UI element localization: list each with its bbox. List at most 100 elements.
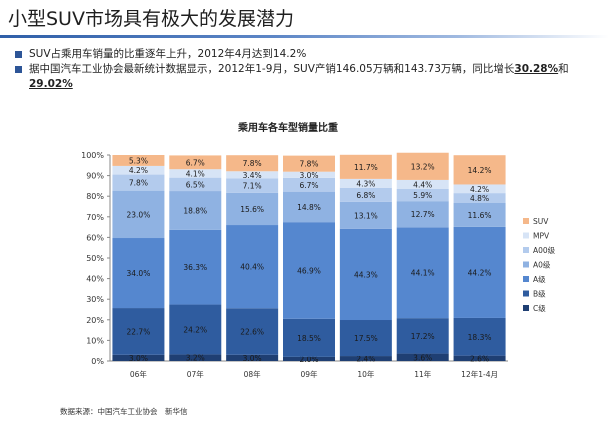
bar-segment [169,304,222,355]
y-tick-label: 60% [86,233,104,242]
bar-segment [339,320,392,357]
legend-label: MPV [533,232,550,241]
data-label: 23.0% [127,210,151,219]
bar-segment [339,187,392,202]
data-label: 6.5% [186,180,205,189]
bar-segment [169,155,222,170]
bar-segment [339,228,392,321]
bar-segment [226,192,279,226]
data-label: 2.0% [299,355,318,364]
data-label: 2.4% [356,355,375,364]
x-tick-label: 11年 [414,369,432,379]
data-label: 15.6% [240,205,264,214]
data-label: 4.8% [470,194,489,203]
bar-segment [169,169,222,178]
data-source-note: 数据来源：中国汽车工业协会 新华信 [60,407,188,416]
bullet-text: SUV占乘用车销量的比重逐年上升，2012年4月达到14.2% [29,48,307,60]
data-label: 6.8% [356,191,375,200]
data-label: 11.6% [468,211,492,220]
y-tick-label: 40% [86,275,104,284]
x-tick-label: 09年 [300,369,318,379]
bar-segment [226,155,279,172]
y-tick-label: 10% [86,336,104,345]
data-label: 4.1% [186,169,205,178]
data-label: 6.7% [299,181,318,190]
data-label: 2.6% [470,354,489,363]
data-label: 11.7% [354,163,378,172]
bullet-square-icon [15,66,22,73]
bar-segment [453,226,506,318]
bar-segment [396,201,449,228]
bar-segment [396,179,449,189]
bullet-square-icon [15,51,22,58]
bar-segment [226,171,279,179]
growth-value-output: 29.02% [29,78,73,90]
bar-segment [226,354,279,361]
data-label: 17.2% [411,332,435,341]
bar-segment [283,177,335,192]
data-label: 7.8% [243,159,262,168]
x-tick-label: 07年 [187,369,205,379]
legend-swatch [523,276,529,282]
bar-segment [112,155,165,166]
bar-segment [283,155,335,172]
data-label: 44.1% [411,269,435,278]
legend-label: A00级 [533,245,556,255]
bar-segment [226,308,279,355]
x-tick-label: 12年1-4月 [461,369,498,379]
data-label: 24.2% [183,325,207,334]
data-label: 13.2% [411,162,435,171]
data-label: 7.1% [243,182,262,191]
data-label: 44.2% [468,268,492,277]
y-tick-label: 70% [86,213,104,222]
data-label: 4.4% [413,180,432,189]
bar-segment [453,355,506,361]
bar-segment [112,308,165,355]
bar-segment [169,229,222,305]
bar-segment [226,225,279,309]
legend-label: B级 [533,289,546,299]
legend-label: C级 [533,303,546,313]
data-label: 4.2% [129,166,148,175]
bar-segment [339,356,392,361]
legend-swatch [523,290,529,297]
data-label: 13.1% [354,211,378,220]
data-label: 3.0% [299,171,318,180]
data-label: 7.8% [129,179,148,188]
bullet-list: SUV占乘用车销量的比重逐年上升，2012年4月达到14.2% 据中国汽车工业协… [14,47,604,92]
data-label: 22.7% [127,327,151,336]
bar-segment [226,178,279,193]
chart-title: 乘用车各车型销量比重 [237,121,338,134]
bullet-connector: 和 [558,63,569,75]
data-label: 44.3% [354,270,378,279]
legend-swatch [523,305,529,311]
legend-swatch [523,247,529,253]
legend-swatch [523,232,529,239]
bar-segment [396,152,449,180]
bar-segment [169,191,222,230]
data-label: 5.9% [413,191,432,200]
x-tick-label: 06年 [130,369,148,379]
data-label: 40.4% [240,263,264,272]
bar-segment [339,201,392,229]
bar-segment [112,238,165,309]
title-underline [0,35,609,38]
legend-label: A级 [533,274,546,284]
bar-segment [112,354,165,361]
bar-segment [169,177,222,192]
y-tick-label: 20% [86,316,104,325]
data-label: 14.8% [297,203,321,212]
data-label: 36.3% [183,263,207,272]
bar-segment [283,356,335,361]
bar-segment [283,222,335,319]
legend-swatch [523,218,529,224]
bullet-text: 据中国汽车工业协会最新统计数据显示，2012年1-9月，SUV产销146.05万… [29,63,515,75]
bar-segment [339,154,392,179]
growth-value-sales: 30.28% [514,63,559,75]
bar-segment [396,188,449,202]
bullet-item: 据中国汽车工业协会最新统计数据显示，2012年1-9月，SUV产销146.05万… [14,62,604,92]
data-label: 46.9% [297,266,321,275]
data-label: 17.5% [354,334,378,343]
